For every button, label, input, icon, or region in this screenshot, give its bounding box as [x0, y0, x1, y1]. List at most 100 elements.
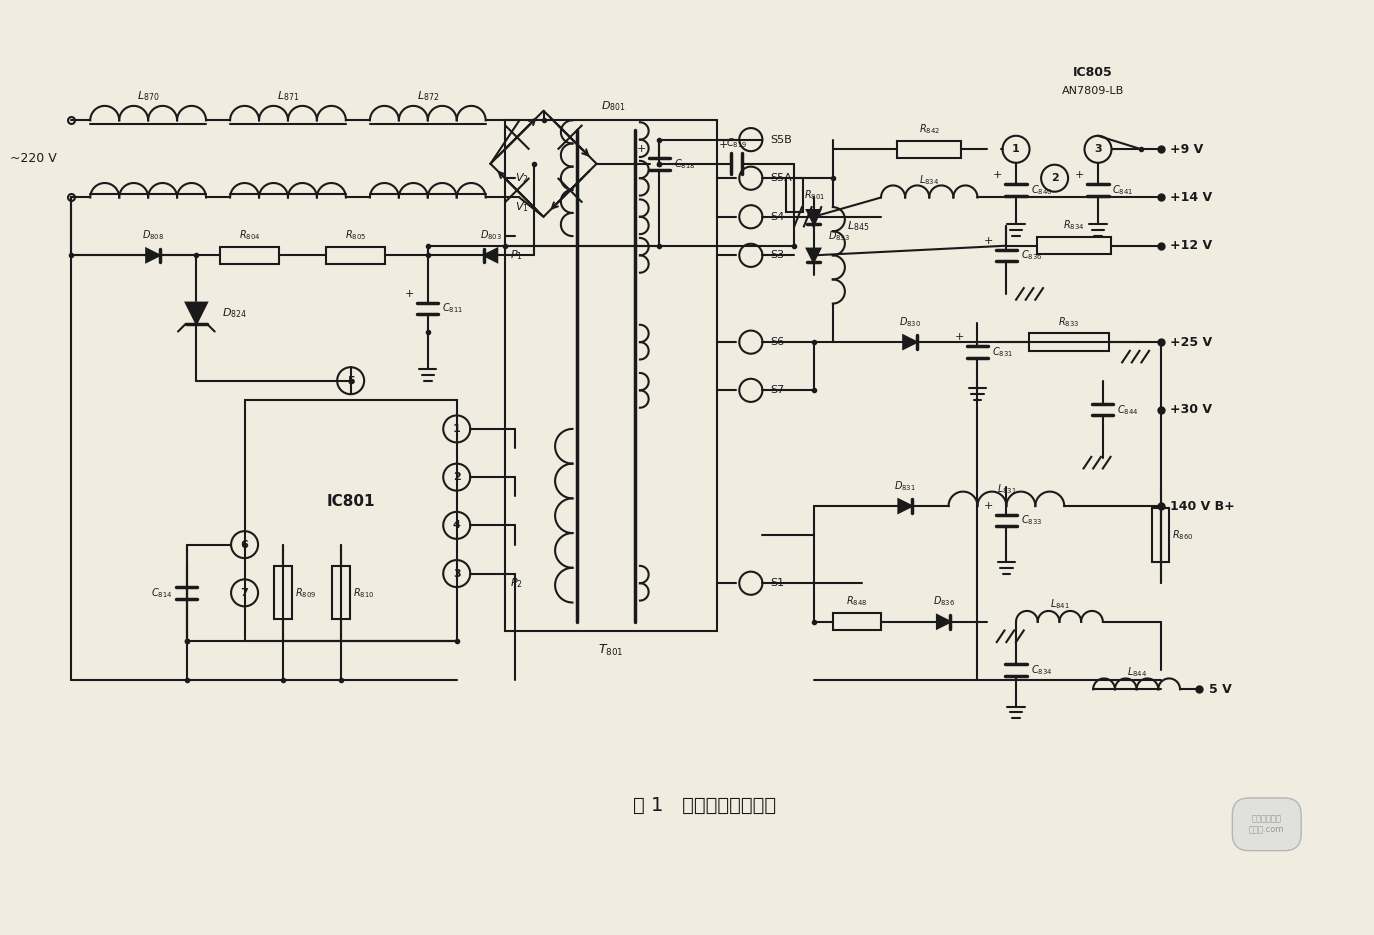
Bar	[245, 400, 456, 641]
Bar	[833, 613, 881, 630]
Text: S1: S1	[771, 578, 785, 588]
Bar	[326, 247, 385, 264]
Text: S7: S7	[771, 385, 785, 396]
Text: +: +	[984, 236, 993, 246]
Text: +: +	[1074, 170, 1084, 180]
Text: $V_2$: $V_2$	[515, 171, 529, 185]
Text: $L_{831}$: $L_{831}$	[996, 482, 1017, 496]
Text: +: +	[636, 144, 646, 154]
Bar	[1029, 334, 1109, 351]
Text: $D_{824}$: $D_{824}$	[223, 307, 247, 320]
Text: $D_{808}$: $D_{808}$	[142, 228, 164, 242]
Text: 图 1   开关电源电路结构: 图 1 开关电源电路结构	[633, 796, 776, 814]
Text: $T_{801}$: $T_{801}$	[598, 643, 624, 658]
Polygon shape	[484, 249, 497, 262]
Text: +14 V: +14 V	[1171, 191, 1212, 204]
Text: S3: S3	[771, 251, 785, 260]
Text: $R_{810}$: $R_{810}$	[353, 586, 374, 599]
Text: 4: 4	[453, 521, 460, 530]
Bar	[275, 567, 291, 619]
Polygon shape	[937, 615, 951, 628]
Text: 电工技术之家
接线图.com: 电工技术之家 接线图.com	[1249, 814, 1285, 834]
Text: $L_{870}$: $L_{870}$	[137, 90, 159, 103]
Text: ~220 V: ~220 V	[10, 152, 56, 165]
Text: +30 V: +30 V	[1171, 403, 1212, 416]
Text: $V_1$: $V_1$	[515, 200, 529, 214]
Text: AN7809-LB: AN7809-LB	[1062, 86, 1124, 96]
Text: +9 V: +9 V	[1171, 143, 1204, 156]
Text: +12 V: +12 V	[1171, 239, 1212, 252]
Text: $R_{805}$: $R_{805}$	[345, 228, 365, 242]
Text: 5: 5	[346, 376, 354, 386]
Text: +: +	[719, 140, 728, 151]
Text: $R_{860}$: $R_{860}$	[1172, 528, 1194, 542]
Text: +: +	[405, 289, 415, 299]
Text: $C_{833}$: $C_{833}$	[1021, 513, 1041, 527]
Bar	[786, 178, 802, 212]
Text: $D_{836}$: $D_{836}$	[933, 595, 955, 609]
Polygon shape	[899, 499, 912, 512]
Text: $L_{871}$: $L_{871}$	[276, 90, 300, 103]
Polygon shape	[185, 303, 207, 324]
Bar	[1037, 237, 1112, 254]
Bar	[1151, 509, 1169, 562]
Text: 3: 3	[453, 568, 460, 579]
Text: $D_{803}$: $D_{803}$	[480, 228, 502, 242]
Text: $R_{801}$: $R_{801}$	[804, 188, 824, 202]
Text: 3: 3	[1094, 144, 1102, 154]
Text: S5A: S5A	[771, 173, 791, 183]
Bar	[897, 140, 960, 158]
Text: $L_{844}$: $L_{844}$	[1127, 665, 1147, 679]
Text: 140 V B+: 140 V B+	[1171, 499, 1235, 512]
Text: 1: 1	[453, 424, 460, 434]
Text: +25 V: +25 V	[1171, 336, 1212, 349]
Polygon shape	[903, 336, 916, 349]
Text: $R_{848}$: $R_{848}$	[846, 595, 867, 609]
Text: $C_{819}$: $C_{819}$	[725, 137, 747, 151]
Text: $C_{836}$: $C_{836}$	[1021, 249, 1043, 262]
Text: $R_{842}$: $R_{842}$	[919, 122, 940, 136]
Text: S6: S6	[771, 338, 785, 347]
Text: $C_{841}$: $C_{841}$	[1113, 183, 1134, 196]
Text: $D_{801}$: $D_{801}$	[602, 99, 627, 113]
Text: IC801: IC801	[327, 494, 375, 509]
Text: $D_{830}$: $D_{830}$	[899, 315, 921, 328]
Text: $C_{831}$: $C_{831}$	[992, 345, 1013, 359]
Text: $P_2$: $P_2$	[510, 576, 522, 590]
Text: $P_1$: $P_1$	[510, 249, 522, 262]
Text: $R_{833}$: $R_{833}$	[1058, 315, 1080, 328]
Text: $R_{804}$: $R_{804}$	[239, 228, 260, 242]
Text: $D_{833}$: $D_{833}$	[829, 229, 851, 243]
Text: $L_{845}$: $L_{845}$	[848, 220, 870, 234]
Text: S5B: S5B	[771, 135, 791, 145]
Polygon shape	[146, 249, 159, 262]
Text: S4: S4	[771, 211, 785, 222]
Text: $C_{840}$: $C_{840}$	[1030, 183, 1052, 196]
Text: $R_{809}$: $R_{809}$	[295, 586, 316, 599]
Text: $C_{814}$: $C_{814}$	[151, 586, 172, 599]
Text: $C_{844}$: $C_{844}$	[1117, 403, 1139, 416]
Text: $L_{841}$: $L_{841}$	[1050, 597, 1069, 611]
Text: $C_{811}$: $C_{811}$	[442, 301, 463, 315]
Polygon shape	[807, 210, 820, 223]
Text: IC805: IC805	[1073, 65, 1113, 79]
Text: 6: 6	[240, 539, 249, 550]
Text: 2: 2	[453, 472, 460, 482]
Text: $C_{818}$: $C_{818}$	[673, 157, 695, 170]
Text: 1: 1	[1013, 144, 1020, 154]
Text: $L_{834}$: $L_{834}$	[919, 173, 940, 187]
Bar	[333, 567, 350, 619]
Text: $D_{831}$: $D_{831}$	[894, 479, 916, 493]
Text: $L_{872}$: $L_{872}$	[416, 90, 438, 103]
Text: +: +	[955, 332, 965, 342]
Bar	[506, 121, 717, 631]
Bar	[220, 247, 279, 264]
Text: 5 V: 5 V	[1209, 683, 1231, 696]
Text: 7: 7	[240, 588, 249, 597]
Polygon shape	[807, 249, 820, 262]
Text: $C_{834}$: $C_{834}$	[1030, 663, 1052, 677]
Text: +: +	[984, 501, 993, 511]
Text: +: +	[993, 170, 1003, 180]
Text: 2: 2	[1051, 173, 1058, 183]
Text: $R_{834}$: $R_{834}$	[1063, 219, 1084, 232]
